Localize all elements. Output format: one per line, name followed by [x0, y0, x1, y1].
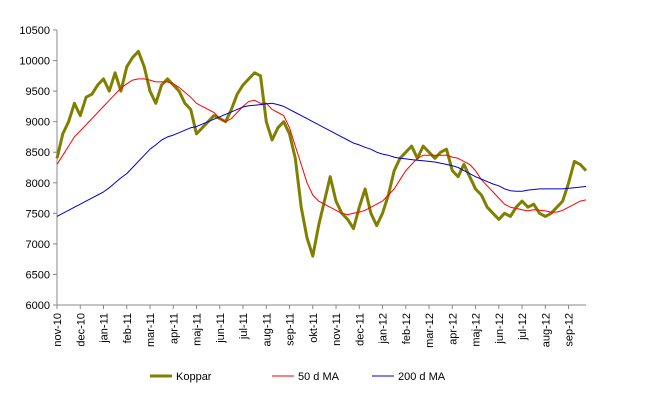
y-tick-label: 9000 [26, 117, 50, 129]
x-tick-label: dec-11 [354, 313, 366, 346]
legend-label: 50 d MA [298, 371, 340, 383]
x-tick-label: jun-12 [494, 313, 506, 345]
x-tick-label: feb-11 [122, 313, 134, 343]
y-tick-label: 8000 [26, 178, 50, 190]
x-tick-label: apr-11 [168, 313, 180, 344]
y-tick-label: 8500 [26, 147, 50, 159]
x-tick-label: aug-11 [261, 313, 273, 346]
x-tick-label: sep-12 [564, 313, 576, 347]
x-tick-label: sep-11 [285, 313, 297, 346]
series-line [56, 102, 587, 217]
x-tick-label: apr-12 [447, 313, 459, 345]
x-tick-label: jun-11 [215, 313, 227, 344]
y-tick-label: 7000 [26, 239, 50, 251]
x-tick-label: aug-12 [540, 313, 552, 347]
x-tick-label: maj-12 [471, 313, 483, 347]
y-tick-label: 6000 [26, 300, 50, 312]
x-tick-label: jan-12 [378, 313, 390, 345]
y-tick-label: 10000 [19, 56, 50, 68]
x-tick-label: jul-11 [238, 313, 250, 340]
x-tick-label: maj-11 [192, 313, 204, 346]
y-tick-label: 9500 [26, 86, 50, 98]
y-tick-label: 10500 [19, 25, 50, 37]
series-line [55, 49, 588, 258]
x-tick-label: okt-11 [308, 313, 320, 343]
x-tick-label: jul-12 [517, 313, 529, 341]
x-tick-label: dec-10 [75, 313, 87, 347]
legend-label: 200 d MA [398, 371, 446, 383]
x-tick-label: mar-11 [145, 313, 157, 347]
legend-label: Koppar [176, 371, 212, 383]
series-line [56, 78, 587, 216]
x-tick-label: mar-12 [424, 313, 436, 348]
x-tick-label: nov-10 [52, 313, 64, 347]
x-tick-label: jan-11 [99, 313, 111, 344]
x-tick-label: nov-11 [331, 313, 343, 346]
y-tick-label: 6500 [26, 269, 50, 281]
x-tick-label: feb-12 [401, 313, 413, 344]
y-tick-label: 7500 [26, 208, 50, 220]
